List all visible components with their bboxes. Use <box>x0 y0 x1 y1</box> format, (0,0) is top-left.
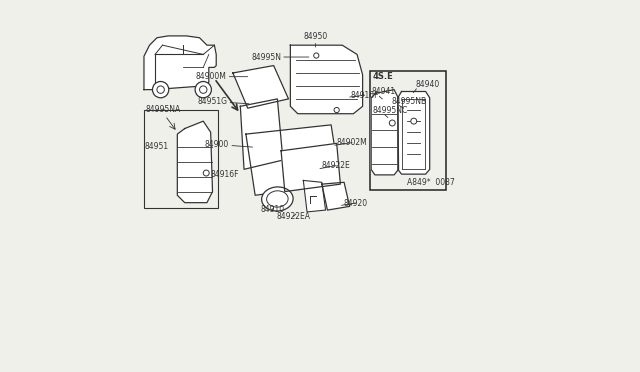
Text: 84920: 84920 <box>342 199 367 208</box>
Polygon shape <box>281 143 340 192</box>
Text: 84922EA: 84922EA <box>276 212 310 221</box>
Circle shape <box>389 120 396 126</box>
Bar <box>144 110 218 208</box>
Text: 84900: 84900 <box>205 140 253 149</box>
Polygon shape <box>371 90 399 175</box>
Text: 84941: 84941 <box>371 87 396 96</box>
Text: 84995N: 84995N <box>251 52 309 61</box>
Text: 84995NC: 84995NC <box>373 106 408 115</box>
Text: 84995NA: 84995NA <box>146 105 181 114</box>
Ellipse shape <box>262 187 293 211</box>
Text: 84995NB: 84995NB <box>391 97 426 106</box>
Circle shape <box>314 53 319 58</box>
Text: 84940: 84940 <box>415 80 440 89</box>
Polygon shape <box>233 65 289 108</box>
Text: 84950: 84950 <box>303 32 328 47</box>
Circle shape <box>152 81 169 98</box>
Circle shape <box>204 170 209 176</box>
Text: 84900M: 84900M <box>196 72 248 81</box>
Circle shape <box>195 81 211 98</box>
Circle shape <box>334 108 339 113</box>
Text: 84951G: 84951G <box>197 97 249 106</box>
Polygon shape <box>398 92 429 174</box>
Text: A849*  0087: A849* 0087 <box>407 178 455 187</box>
Bar <box>370 71 446 190</box>
Text: 84910: 84910 <box>260 205 285 214</box>
Text: 84902M: 84902M <box>335 138 367 147</box>
Circle shape <box>411 118 417 124</box>
Text: 84916F: 84916F <box>207 170 239 179</box>
Text: 84951: 84951 <box>145 142 169 151</box>
Polygon shape <box>291 45 363 114</box>
Text: 84916F: 84916F <box>349 91 379 100</box>
Polygon shape <box>177 121 212 203</box>
Text: 84922E: 84922E <box>320 161 351 170</box>
Text: 4S.E: 4S.E <box>373 72 394 81</box>
Polygon shape <box>240 99 283 169</box>
Polygon shape <box>322 182 349 210</box>
Polygon shape <box>144 36 216 90</box>
Polygon shape <box>303 180 326 212</box>
Polygon shape <box>246 125 340 195</box>
